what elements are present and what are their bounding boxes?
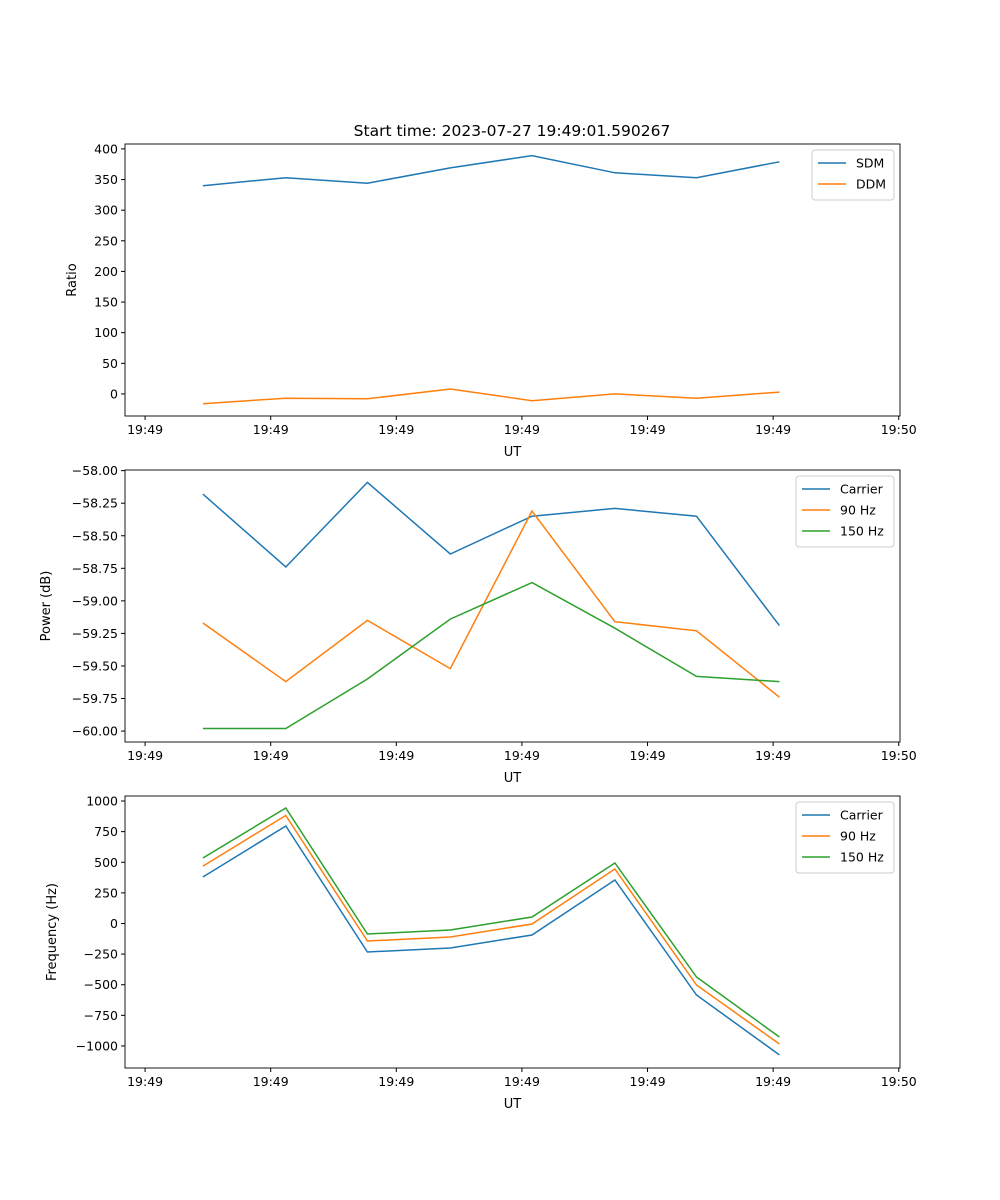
x-tick-label: 19:49 xyxy=(127,748,163,763)
y-tick-label: −59.25 xyxy=(72,626,118,641)
y-tick-label: −59.75 xyxy=(72,691,118,706)
series-line-150-hz xyxy=(202,581,780,730)
y-tick-label: −58.00 xyxy=(72,463,118,478)
x-axis-label: UT xyxy=(504,771,522,786)
series-line-carrier xyxy=(202,824,780,1056)
legend-label: 150 Hz xyxy=(840,850,884,865)
x-tick-label: 19:49 xyxy=(504,748,540,763)
x-tick-label: 19:50 xyxy=(881,1074,917,1089)
legend: Carrier 90 Hz 150 Hz xyxy=(795,801,895,874)
y-tick-label: 50 xyxy=(102,356,118,371)
x-tick-label: 19:49 xyxy=(253,1074,289,1089)
y-tick-label: −60.00 xyxy=(72,724,118,739)
series-line-150-hz xyxy=(202,806,780,1038)
y-tick-label: 1000 xyxy=(86,794,118,809)
y-tick-label: 100 xyxy=(94,325,118,340)
y-tick-label: 0 xyxy=(110,916,118,931)
legend-label: Carrier xyxy=(840,808,884,823)
y-tick-label: −59.50 xyxy=(72,658,118,673)
legend: Carrier 90 Hz 150 Hz xyxy=(795,475,895,548)
subplot-3: 19:49 19:49 19:49 19:49 19:49 19:49 19:50 −1000… xyxy=(45,794,917,1112)
x-tick-label: 19:49 xyxy=(630,1074,666,1089)
x-tick-label: 19:49 xyxy=(127,422,163,437)
x-axis-label: UT xyxy=(504,1097,522,1112)
series-line-ddm xyxy=(202,388,780,405)
x-tick-label: 19:49 xyxy=(127,1074,163,1089)
legend-label: 150 Hz xyxy=(840,524,884,539)
x-tick-label: 19:49 xyxy=(755,422,791,437)
legend-label: 90 Hz xyxy=(840,829,876,844)
y-tick-label: −59.00 xyxy=(72,593,118,608)
legend-box xyxy=(795,475,895,548)
legend-box xyxy=(795,801,895,874)
legend: SDM DDM xyxy=(811,149,895,201)
x-tick-label: 19:49 xyxy=(630,422,666,437)
axes-frame xyxy=(124,143,901,417)
x-tick-label: 19:49 xyxy=(253,422,289,437)
y-tick-label: 350 xyxy=(94,172,118,187)
subplot-2: 19:49 19:49 19:49 19:49 19:49 19:49 19:50 −60.0… xyxy=(39,463,917,786)
y-tick-label: −1000 xyxy=(76,1038,118,1053)
legend-label: 90 Hz xyxy=(840,503,876,518)
axes-frame xyxy=(124,795,901,1069)
y-tick-label: 200 xyxy=(94,264,118,279)
x-tick-label: 19:50 xyxy=(881,422,917,437)
y-tick-label: −250 xyxy=(84,947,118,962)
x-tick-label: 19:49 xyxy=(755,1074,791,1089)
x-tick-label: 19:50 xyxy=(881,748,917,763)
axes-frame xyxy=(124,469,901,743)
y-tick-label: 750 xyxy=(94,824,118,839)
legend-label: DDM xyxy=(856,177,886,192)
y-tick-label: 250 xyxy=(94,885,118,900)
series-line-90-hz xyxy=(202,509,780,698)
y-tick-label: −58.75 xyxy=(72,561,118,576)
figure-title: Start time: 2023-07-27 19:49:01.590267 xyxy=(354,122,671,140)
series-line-carrier xyxy=(202,481,780,627)
x-tick-label: 19:49 xyxy=(378,422,414,437)
x-tick-label: 19:49 xyxy=(630,748,666,763)
y-tick-label: 400 xyxy=(94,141,118,156)
y-axis-label: Frequency (Hz) xyxy=(45,883,60,981)
y-tick-label: 0 xyxy=(110,386,118,401)
y-tick-label: −500 xyxy=(84,977,118,992)
y-tick-label: 300 xyxy=(94,203,118,218)
y-tick-label: −750 xyxy=(84,1008,118,1023)
x-tick-label: 19:49 xyxy=(504,1074,540,1089)
x-tick-label: 19:49 xyxy=(253,748,289,763)
x-tick-label: 19:49 xyxy=(755,748,791,763)
y-axis-label: Ratio xyxy=(65,263,80,296)
x-tick-label: 19:49 xyxy=(504,422,540,437)
x-tick-label: 19:49 xyxy=(378,748,414,763)
y-tick-label: −58.50 xyxy=(72,528,118,543)
x-tick-label: 19:49 xyxy=(378,1074,414,1089)
x-axis-label: UT xyxy=(504,445,522,460)
y-tick-label: 150 xyxy=(94,295,118,310)
legend-label: Carrier xyxy=(840,482,884,497)
series-line-90-hz xyxy=(202,814,780,1045)
y-axis-label: Power (dB) xyxy=(39,571,54,642)
y-tick-label: −58.25 xyxy=(72,496,118,511)
y-tick-label: 250 xyxy=(94,233,118,248)
series-line-sdm xyxy=(202,154,780,187)
legend-label: SDM xyxy=(856,156,884,171)
y-tick-label: 500 xyxy=(94,855,118,870)
subplot-1: 19:49 19:49 19:49 19:49 19:49 19:49 19:50 0 50 10… xyxy=(65,141,917,460)
